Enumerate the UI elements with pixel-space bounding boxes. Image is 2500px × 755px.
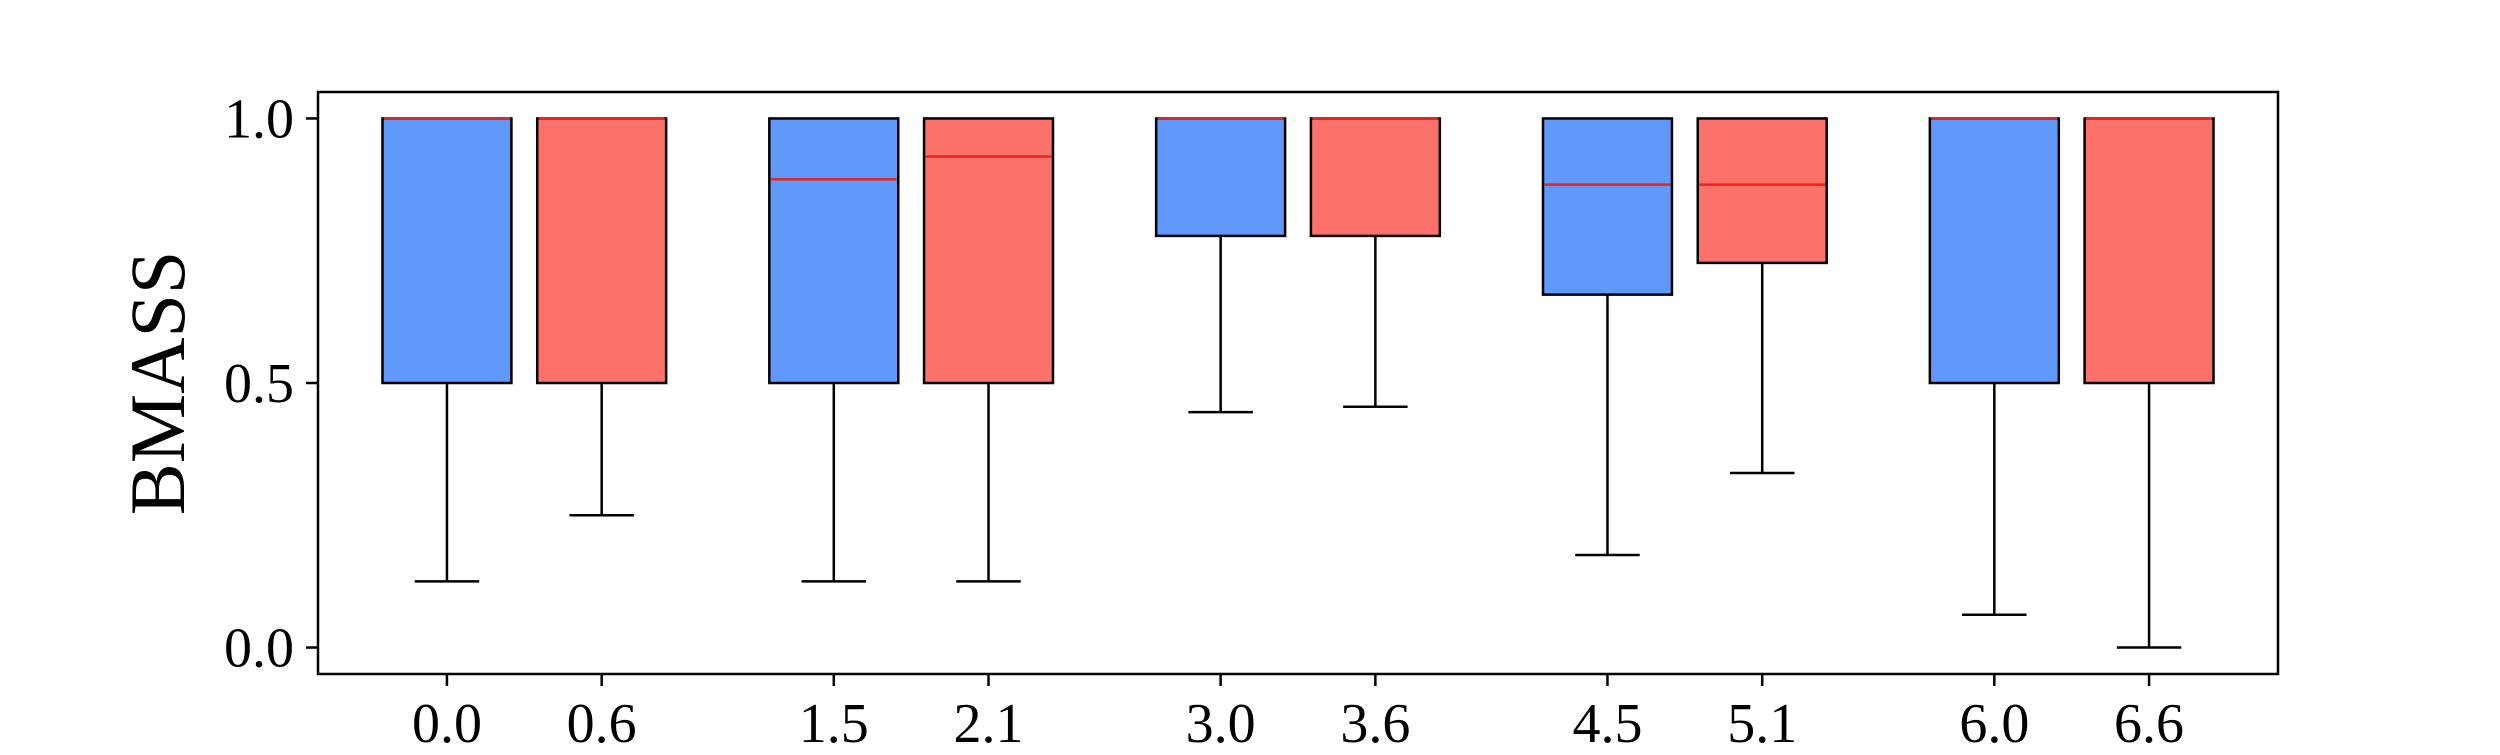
x-tick-label: 3.0 <box>1186 693 1256 750</box>
y-tick-label: 0.5 <box>224 353 294 415</box>
x-tick-label: 5.1 <box>1727 693 1797 750</box>
box-body <box>2083 117 2215 385</box>
box-group-6-6 <box>2083 117 2215 649</box>
box-body <box>1154 117 1287 238</box>
x-tick-label: 4.5 <box>1572 693 1642 750</box>
box-body <box>1309 117 1442 238</box>
y-axis-label: BMASS <box>114 251 201 515</box>
y-tick-label: 0.0 <box>224 618 294 680</box>
box-group-6-0 <box>1928 117 2061 616</box>
box-body <box>1696 117 1828 265</box>
x-tick-label: 2.1 <box>954 693 1024 750</box>
box-group-0-6 <box>535 117 668 517</box>
box-body <box>768 117 900 385</box>
boxes-layer <box>381 117 2215 649</box>
box-body <box>381 117 513 385</box>
box-body <box>1541 117 1674 296</box>
box-body <box>1928 117 2061 385</box>
box-body <box>535 117 668 385</box>
box-group-3-0 <box>1154 117 1287 414</box>
box-group-4-5 <box>1541 117 1674 557</box>
box-group-3-6 <box>1309 117 1442 409</box>
box-group-5-1 <box>1696 117 1828 475</box>
box-group-1-5 <box>768 117 900 583</box>
x-tick-label: 6.0 <box>1959 693 2029 750</box>
x-tick-label: 3.6 <box>1340 693 1410 750</box>
y-tick-label: 1.0 <box>224 88 294 150</box>
x-tick-label: 1.5 <box>799 693 869 750</box>
box-group-0-0 <box>381 117 513 583</box>
box-group-2-1 <box>922 117 1055 583</box>
ticks-layer: 0.0 0.6 1.5 2.1 3.0 3.6 4.5 5.1 6.0 6.6 0.0 0.5 1.0 <box>224 88 2184 755</box>
box-body <box>922 117 1055 385</box>
x-tick-label: 0.6 <box>567 693 637 750</box>
x-tick-label: 6.6 <box>2114 693 2184 750</box>
x-tick-label: 0.0 <box>412 693 482 750</box>
